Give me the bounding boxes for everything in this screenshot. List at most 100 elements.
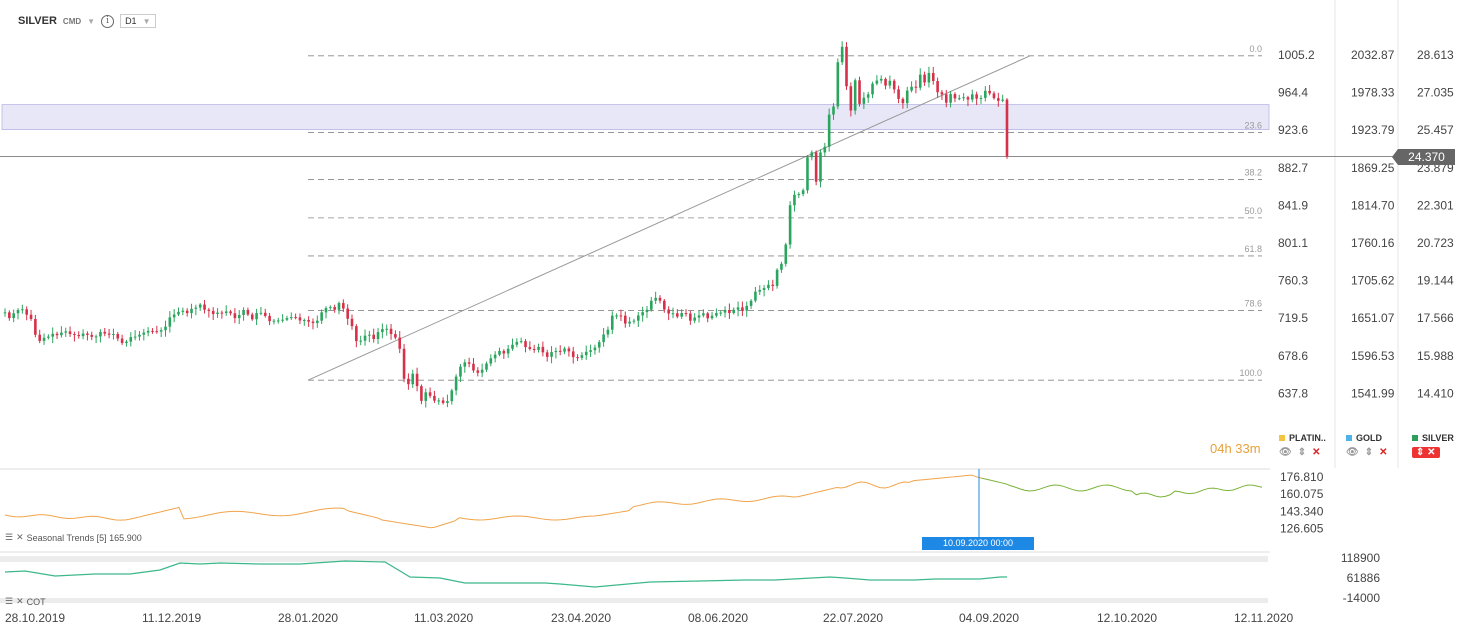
candle-body — [116, 334, 120, 339]
candle-body — [142, 332, 146, 335]
pane-gap — [0, 598, 1268, 603]
price-axis-label: 25.457 — [1417, 123, 1454, 137]
price-axis-label: 1978.33 — [1351, 86, 1395, 100]
close-icon[interactable]: ✕ — [16, 532, 24, 542]
trend-line — [307, 55, 1031, 381]
price-axis-label: 2032.87 — [1351, 48, 1395, 62]
x-axis-label: 11.03.2020 — [414, 611, 473, 625]
eye-icon[interactable]: 👁 — [1279, 447, 1292, 458]
candle-body — [623, 315, 627, 324]
candle-body — [246, 309, 250, 315]
candle-body — [606, 329, 610, 335]
close-icon[interactable]: ✕ — [1379, 447, 1388, 458]
candle-body — [636, 315, 640, 321]
candle-body — [237, 314, 241, 319]
candle-body — [402, 348, 406, 379]
fib-level-label: 100.0 — [1239, 368, 1262, 378]
seasonal-axis-label: 126.605 — [1280, 522, 1324, 536]
cot-indicator-label[interactable]: ☰ ✕ COT — [5, 596, 46, 607]
candle-body — [871, 83, 874, 95]
sort-arrows-icon[interactable]: ⇕ — [1416, 447, 1425, 458]
candle-body — [420, 386, 423, 401]
x-axis-label: 11.12.2019 — [142, 611, 201, 625]
close-icon[interactable]: ✕ — [16, 596, 24, 606]
candle-body — [16, 309, 20, 314]
price-axis-label: 14.410 — [1417, 386, 1454, 400]
legend-item-gold[interactable]: GOLD 👁 ⇕ ✕ — [1346, 433, 1387, 458]
candle-body — [81, 333, 85, 337]
symbol-name[interactable]: SILVER — [18, 15, 57, 27]
candle-body — [849, 86, 853, 111]
stack-icon[interactable]: ☰ — [5, 596, 14, 606]
candle-body — [953, 94, 957, 99]
candle-body — [3, 312, 7, 314]
candle-body — [793, 194, 796, 206]
legend-item-silver[interactable]: SILVER ⇕ ✕ — [1412, 433, 1454, 458]
candle-body — [801, 190, 805, 195]
x-axis-label: 22.07.2020 — [823, 611, 883, 625]
price-axis-label: 1760.16 — [1351, 236, 1395, 250]
candle-body — [372, 334, 376, 340]
candle-body — [289, 317, 293, 319]
candle-body — [272, 320, 276, 322]
info-icon[interactable]: i — [101, 14, 115, 28]
candle-body — [511, 344, 514, 349]
candle-body — [138, 334, 141, 337]
candle-body — [554, 350, 558, 353]
candle-body — [480, 369, 484, 373]
candle-body — [723, 309, 727, 313]
candle-body — [905, 90, 909, 104]
timeframe-select[interactable]: D1 ▼ — [120, 14, 156, 28]
candle-body — [203, 304, 206, 310]
timeframe-value: D1 — [125, 16, 137, 26]
candle-body — [64, 331, 68, 333]
candle-body — [433, 395, 436, 401]
candle-body — [845, 46, 848, 87]
price-axis-label: 1814.70 — [1351, 198, 1395, 212]
candle-body — [914, 86, 918, 88]
active-series-controls[interactable]: ⇕ ✕ — [1412, 447, 1440, 458]
candle-body — [489, 358, 493, 364]
candle-body — [567, 348, 571, 352]
candle-body — [320, 312, 323, 321]
candle-body — [524, 341, 527, 348]
cot-label-text: COT — [26, 596, 46, 607]
legend-label: GOLD — [1356, 433, 1382, 443]
candle-body — [745, 305, 749, 311]
candle-body — [242, 309, 245, 315]
candle-body — [207, 309, 211, 311]
sort-arrows-icon[interactable]: ⇕ — [1297, 447, 1307, 458]
candle-body — [311, 321, 315, 324]
candle-body — [532, 348, 536, 350]
close-icon[interactable]: ✕ — [1427, 447, 1436, 458]
candle-body — [528, 347, 532, 349]
candle-body — [485, 363, 488, 370]
candle-body — [472, 363, 475, 371]
eye-icon[interactable]: 👁 — [1346, 447, 1359, 458]
sort-arrows-icon[interactable]: ⇕ — [1364, 447, 1374, 458]
candle-body — [502, 350, 506, 354]
candle-body — [597, 342, 601, 348]
candle-body — [368, 334, 371, 336]
legend-item-platinum[interactable]: PLATIN.. 👁 ⇕ ✕ — [1279, 433, 1326, 458]
candle-body — [936, 81, 939, 93]
candle-body — [892, 80, 896, 90]
candle-body — [198, 304, 202, 308]
candle-body — [741, 307, 744, 311]
candle-body — [593, 347, 597, 351]
candle-body — [86, 333, 89, 335]
candle-body — [957, 98, 961, 100]
candle-body — [645, 309, 649, 313]
candle-body — [415, 373, 419, 387]
chevron-down-icon[interactable]: ▼ — [87, 16, 96, 26]
candle-body — [979, 97, 983, 99]
seasonal-indicator-label[interactable]: ☰ ✕ Seasonal Trends [5] 165.900 — [5, 532, 142, 543]
candle-body — [216, 312, 219, 315]
close-icon[interactable]: ✕ — [1312, 447, 1321, 458]
price-axis-label: 882.7 — [1278, 161, 1308, 175]
candle-body — [454, 376, 458, 391]
candle-body — [407, 378, 410, 385]
seasonal-axis-label: 160.075 — [1280, 487, 1324, 501]
stack-icon[interactable]: ☰ — [5, 532, 14, 542]
